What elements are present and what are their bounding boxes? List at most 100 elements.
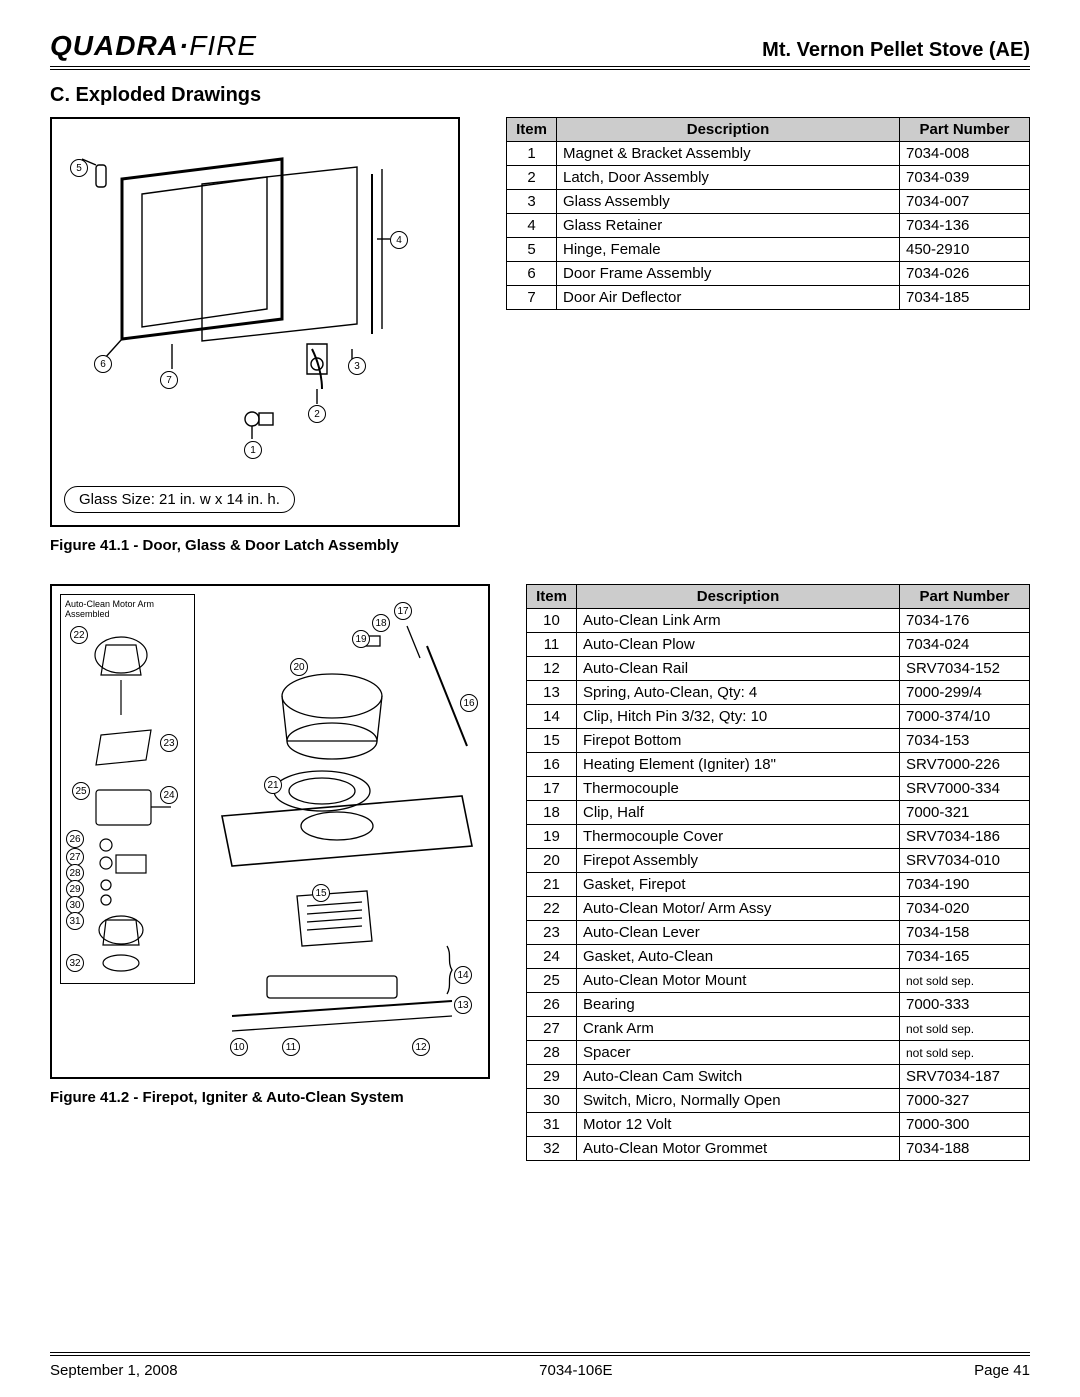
cell-pn: 7034-136 xyxy=(900,214,1030,238)
cell-pn: 7034-008 xyxy=(900,142,1030,166)
table-row: 1Magnet & Bracket Assembly7034-008 xyxy=(507,142,1030,166)
table-row: 23Auto-Clean Lever7034-158 xyxy=(527,921,1030,945)
cell-desc: Auto-Clean Plow xyxy=(577,633,900,657)
cell-desc: Firepot Assembly xyxy=(577,849,900,873)
cell-desc: Magnet & Bracket Assembly xyxy=(557,142,900,166)
cell-pn: 7000-374/10 xyxy=(900,705,1030,729)
brand-main: QUADRA xyxy=(50,30,179,61)
cell-pn: 7034-153 xyxy=(900,729,1030,753)
cell-item: 28 xyxy=(527,1041,577,1065)
callout-16: 16 xyxy=(460,694,478,712)
figure1-diagram: 5 6 7 4 3 2 1 Glass Size: 21 in. w x 14 … xyxy=(50,117,460,527)
cell-desc: Crank Arm xyxy=(577,1017,900,1041)
cell-pn: 7034-024 xyxy=(900,633,1030,657)
cell-item: 10 xyxy=(527,609,577,633)
table-row: 3Glass Assembly7034-007 xyxy=(507,190,1030,214)
cell-pn: SRV7000-226 xyxy=(900,753,1030,777)
table-row: 26Bearing7000-333 xyxy=(527,993,1030,1017)
cell-item: 24 xyxy=(527,945,577,969)
col-pn: Part Number xyxy=(900,118,1030,142)
cell-desc: Motor 12 Volt xyxy=(577,1113,900,1137)
cell-item: 6 xyxy=(507,262,557,286)
cell-pn: 7034-007 xyxy=(900,190,1030,214)
table-row: 20Firepot AssemblySRV7034-010 xyxy=(527,849,1030,873)
cell-item: 26 xyxy=(527,993,577,1017)
cell-desc: Gasket, Auto-Clean xyxy=(577,945,900,969)
figure1-row: 5 6 7 4 3 2 1 Glass Size: 21 in. w x 14 … xyxy=(50,117,1030,554)
col-desc: Description xyxy=(557,118,900,142)
table-row: 17ThermocoupleSRV7000-334 xyxy=(527,777,1030,801)
table-row: 32Auto-Clean Motor Grommet7034-188 xyxy=(527,1137,1030,1161)
table-row: 27Crank Armnot sold sep. xyxy=(527,1017,1030,1041)
cell-item: 30 xyxy=(527,1089,577,1113)
table-row: 13Spring, Auto-Clean, Qty: 47000-299/4 xyxy=(527,681,1030,705)
callout-19: 19 xyxy=(352,630,370,648)
cell-item: 19 xyxy=(527,825,577,849)
cell-item: 3 xyxy=(507,190,557,214)
callout-18: 18 xyxy=(372,614,390,632)
figure2-table: Item Description Part Number 10Auto-Clea… xyxy=(526,584,1030,1161)
table-row: 31Motor 12 Volt7000-300 xyxy=(527,1113,1030,1137)
cell-pn: 7034-176 xyxy=(900,609,1030,633)
table-row: 28Spacernot sold sep. xyxy=(527,1041,1030,1065)
figure2-caption: Figure 41.2 - Firepot, Igniter & Auto-Cl… xyxy=(50,1089,500,1106)
figure1-diagram-col: 5 6 7 4 3 2 1 Glass Size: 21 in. w x 14 … xyxy=(50,117,480,554)
cell-pn: SRV7034-187 xyxy=(900,1065,1030,1089)
footer-docnum: 7034-106E xyxy=(539,1362,612,1379)
cell-item: 12 xyxy=(527,657,577,681)
cell-desc: Spacer xyxy=(577,1041,900,1065)
callout-20: 20 xyxy=(290,658,308,676)
cell-pn: 7000-333 xyxy=(900,993,1030,1017)
cell-pn: 7034-188 xyxy=(900,1137,1030,1161)
cell-pn: 7034-039 xyxy=(900,166,1030,190)
callout-23: 23 xyxy=(160,734,178,752)
table-row: 16Heating Element (Igniter) 18"SRV7000-2… xyxy=(527,753,1030,777)
table-row: 15Firepot Bottom7034-153 xyxy=(527,729,1030,753)
table-row: 10Auto-Clean Link Arm7034-176 xyxy=(527,609,1030,633)
cell-pn: 7000-300 xyxy=(900,1113,1030,1137)
figure1-caption: Figure 41.1 - Door, Glass & Door Latch A… xyxy=(50,537,480,554)
callout-15: 15 xyxy=(312,884,330,902)
table-row: 21Gasket, Firepot7034-190 xyxy=(527,873,1030,897)
firepot-exploded-svg xyxy=(52,586,492,1081)
cell-item: 20 xyxy=(527,849,577,873)
callout-3: 3 xyxy=(348,357,366,375)
cell-item: 27 xyxy=(527,1017,577,1041)
col-pn: Part Number xyxy=(900,585,1030,609)
cell-desc: Auto-Clean Lever xyxy=(577,921,900,945)
cell-pn: 7034-020 xyxy=(900,897,1030,921)
cell-desc: Auto-Clean Cam Switch xyxy=(577,1065,900,1089)
brand-sep: · xyxy=(179,30,189,61)
door-exploded-svg xyxy=(52,119,458,479)
table-row: 19Thermocouple CoverSRV7034-186 xyxy=(527,825,1030,849)
figure2-row: Auto-Clean Motor Arm Assembled xyxy=(50,584,1030,1161)
cell-item: 2 xyxy=(507,166,557,190)
cell-item: 18 xyxy=(527,801,577,825)
cell-desc: Switch, Micro, Normally Open xyxy=(577,1089,900,1113)
callout-10: 10 xyxy=(230,1038,248,1056)
callout-1: 1 xyxy=(244,441,262,459)
callout-22: 22 xyxy=(70,626,88,644)
table-row: 6Door Frame Assembly7034-026 xyxy=(507,262,1030,286)
table-row: 14Clip, Hitch Pin 3/32, Qty: 107000-374/… xyxy=(527,705,1030,729)
cell-item: 22 xyxy=(527,897,577,921)
table-header-row: Item Description Part Number xyxy=(527,585,1030,609)
table-row: 24Gasket, Auto-Clean7034-165 xyxy=(527,945,1030,969)
callout-31: 31 xyxy=(66,912,84,930)
cell-item: 13 xyxy=(527,681,577,705)
callout-7: 7 xyxy=(160,371,178,389)
cell-item: 14 xyxy=(527,705,577,729)
cell-pn: SRV7034-010 xyxy=(900,849,1030,873)
col-item: Item xyxy=(527,585,577,609)
glass-size-label: Glass Size: 21 in. w x 14 in. h. xyxy=(64,486,295,513)
table-row: 7Door Air Deflector7034-185 xyxy=(507,286,1030,310)
col-desc: Description xyxy=(577,585,900,609)
cell-desc: Glass Assembly xyxy=(557,190,900,214)
cell-item: 25 xyxy=(527,969,577,993)
cell-desc: Door Air Deflector xyxy=(557,286,900,310)
table-row: 4Glass Retainer7034-136 xyxy=(507,214,1030,238)
table-row: 22Auto-Clean Motor/ Arm Assy7034-020 xyxy=(527,897,1030,921)
cell-pn: 7000-327 xyxy=(900,1089,1030,1113)
callout-6: 6 xyxy=(94,355,112,373)
cell-item: 5 xyxy=(507,238,557,262)
